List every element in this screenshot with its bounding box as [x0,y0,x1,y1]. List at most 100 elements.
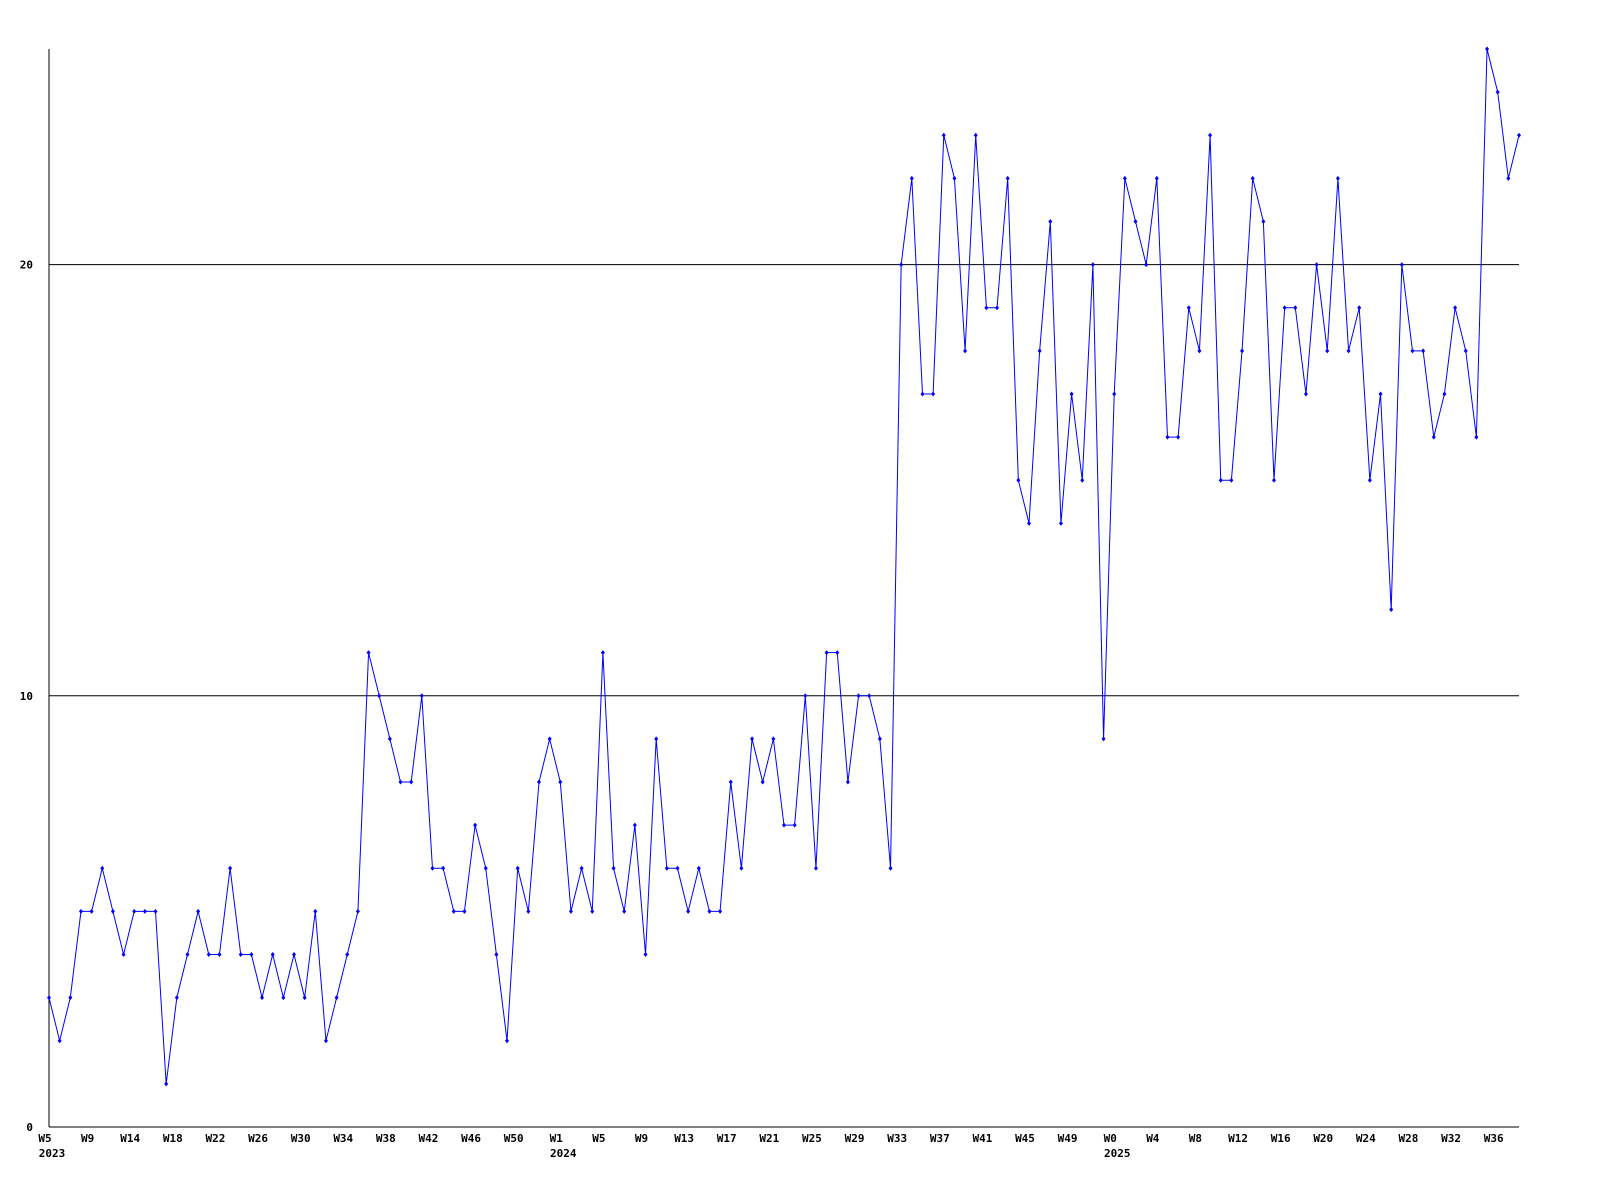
point-marker [771,736,776,742]
point-marker [632,822,637,828]
point-marker [547,736,552,742]
point-marker [110,908,115,914]
point-marker [1261,218,1266,224]
point-marker [292,952,296,958]
point-marker [558,779,563,785]
point-marker [877,736,882,742]
point-marker [1208,132,1213,138]
point-marker [1218,477,1223,483]
x-tick-label: W34 [333,1132,353,1145]
point-marker [57,1038,62,1044]
point-marker [1165,434,1170,440]
point-marker [238,952,243,958]
x-tick-label: W37 [930,1132,950,1145]
point-marker [1421,348,1426,354]
point-marker [1069,391,1074,397]
x-tick-label: W4 [1146,1132,1160,1145]
point-marker [867,693,872,699]
point-marker [334,995,339,1001]
point-marker [355,908,360,914]
point-marker [718,908,723,914]
x-tick-label: W17 [717,1132,737,1145]
point-marker [451,908,456,914]
point-marker [1303,391,1308,397]
point-marker [100,865,105,871]
point-marker [142,908,147,914]
x-tick-label: W29 [845,1132,865,1145]
x-tick-label: W24 [1356,1132,1376,1145]
x-tick-label: W12 [1228,1132,1248,1145]
point-marker [153,908,158,914]
point-marker [1037,348,1042,354]
point-marker [196,908,201,914]
x-year-label: 2023 [39,1147,66,1160]
point-marker [1357,305,1362,311]
point-marker [920,391,925,397]
point-marker [1048,218,1053,224]
point-marker [643,952,648,958]
point-marker [1176,434,1181,440]
point-marker [941,132,946,138]
point-marker [462,908,467,914]
x-tick-label: W20 [1313,1132,1333,1145]
point-marker [1027,520,1031,526]
point-marker [121,952,126,958]
point-marker [675,865,680,871]
point-marker [526,908,531,914]
x-tick-label: W0 [1104,1132,1117,1145]
point-marker [228,865,233,871]
point-marker [1272,477,1276,483]
point-marker [515,865,520,871]
x-tick-label: W49 [1058,1132,1078,1145]
point-marker [1346,348,1351,354]
point-marker [1506,175,1511,181]
point-marker [696,865,701,871]
point-marker [995,305,1000,311]
x-tick-label: W33 [887,1132,907,1145]
point-marker [1005,175,1010,181]
point-marker [1378,391,1383,397]
point-marker [952,175,957,181]
y-tick-label: 10 [20,690,33,703]
point-marker [78,908,83,914]
x-tick-label: W13 [674,1132,694,1145]
point-marker [1325,348,1330,354]
point-marker [1250,175,1255,181]
point-marker [409,779,414,785]
point-marker [1517,132,1521,138]
point-marker [856,693,861,699]
point-marker [260,995,265,1001]
point-marker [473,822,478,828]
point-marker [750,736,755,742]
point-marker [1101,736,1106,742]
point-marker [1058,520,1063,526]
x-tick-label: W22 [205,1132,225,1145]
point-marker [377,693,382,699]
y-tick-label: 20 [20,259,33,272]
point-marker [313,908,318,914]
point-marker [1016,477,1021,483]
point-marker [1229,477,1234,483]
point-marker [1442,391,1447,397]
x-tick-label: W36 [1484,1132,1504,1145]
point-marker [281,995,286,1001]
point-marker [909,175,914,181]
point-marker [686,908,691,914]
point-marker [973,132,978,138]
point-marker [1282,305,1287,311]
point-marker [1314,262,1319,268]
point-marker [1399,262,1404,268]
x-tick-label: W45 [1015,1132,1035,1145]
point-marker [47,995,51,1001]
point-marker [430,865,435,871]
point-marker [984,305,989,311]
x-tick-label: W46 [461,1132,481,1145]
point-marker [164,1081,169,1087]
point-marker [899,262,904,268]
point-marker [707,908,712,914]
point-marker [845,779,850,785]
point-marker [419,693,424,699]
point-marker [824,650,829,656]
